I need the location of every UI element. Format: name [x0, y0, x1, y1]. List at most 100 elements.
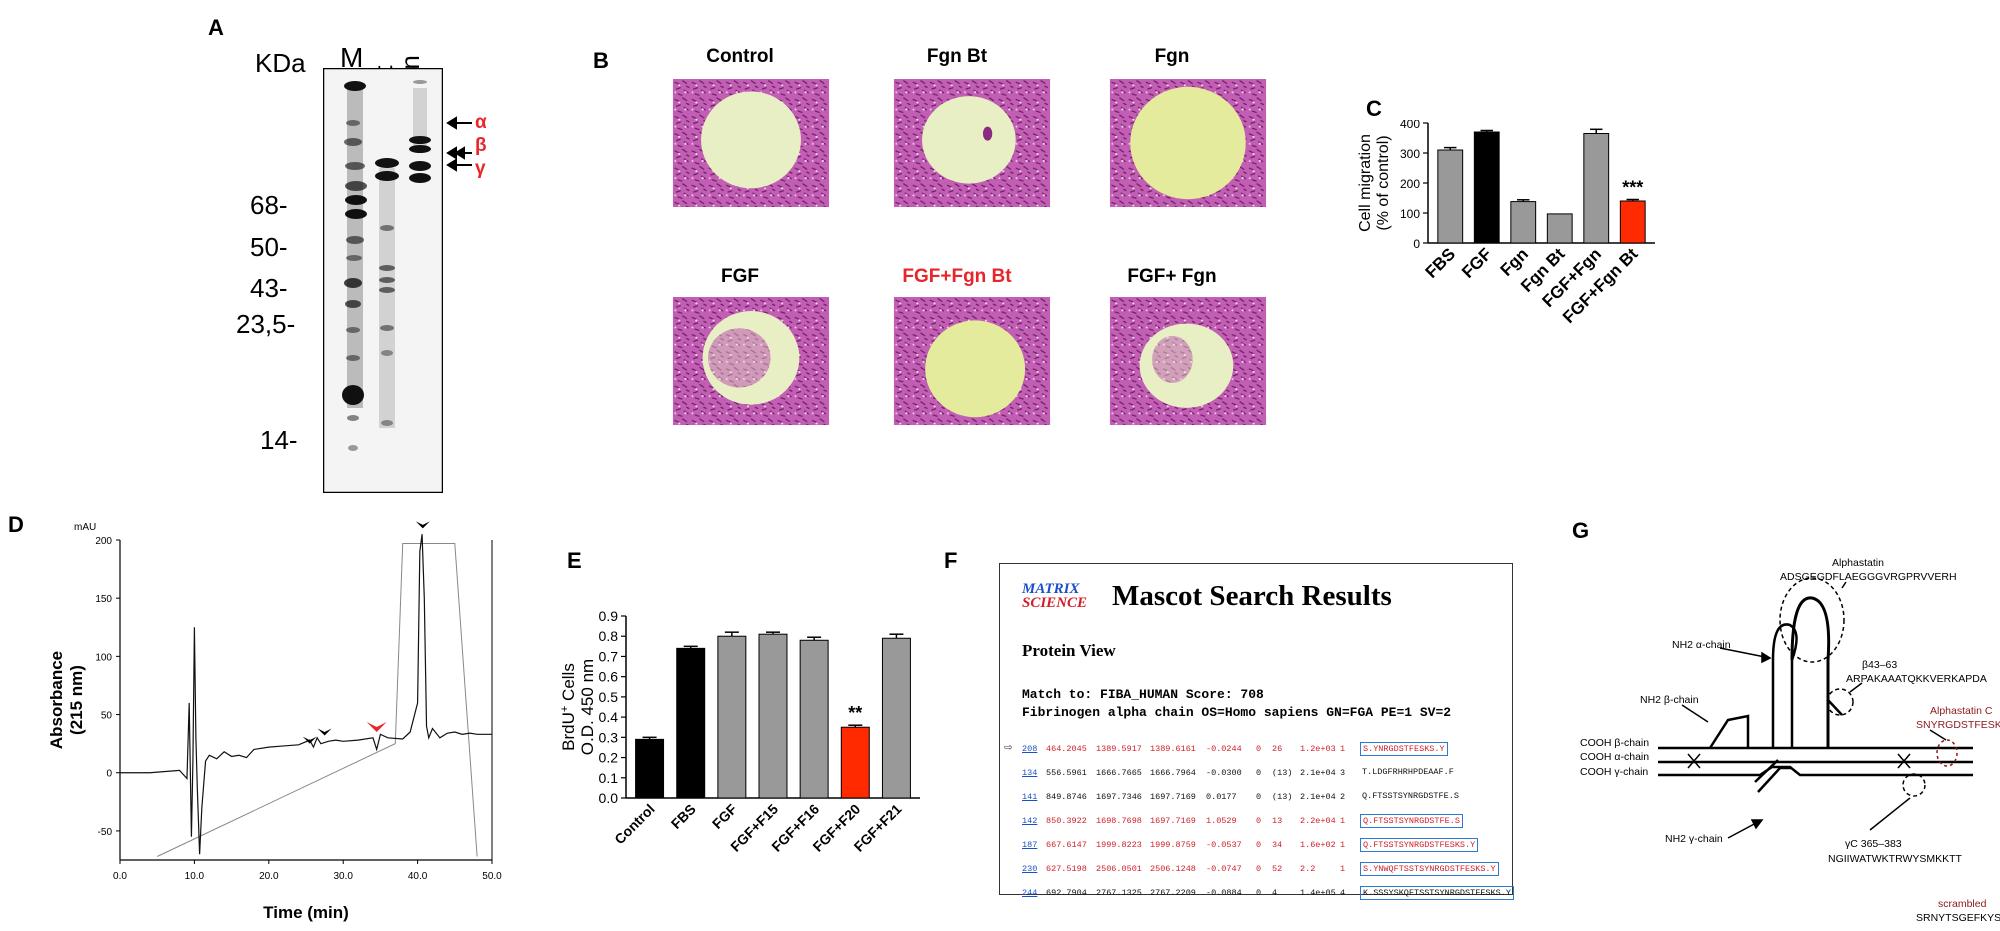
query-link[interactable]: 134	[1022, 768, 1038, 778]
cooh-gamma-label: COOH γ-chain	[1580, 766, 1648, 778]
peptide-cell: 2.1e+04	[1300, 792, 1336, 802]
query-link[interactable]: 230	[1022, 864, 1038, 874]
panel-letter-c: C	[1366, 96, 1382, 121]
protein-view-heading: Protein View	[1022, 641, 1116, 660]
cooh-alpha-label: COOH α-chain	[1580, 751, 1649, 763]
micro-label-fgn: Fgn	[1154, 46, 1190, 67]
peptide-cell: 556.5961	[1046, 768, 1087, 778]
peptide-cell: 0	[1256, 792, 1262, 802]
micro-label-fgn-bt: Fgn Bt	[926, 46, 988, 67]
peptide-cell: 1.0529	[1206, 816, 1237, 826]
peptide-cell: -0.0884	[1206, 888, 1242, 898]
logo-science: SCIENCE	[1022, 595, 1088, 611]
gamma-c-seq: NGIIWATWKTRWYSMKKTT	[1828, 853, 1963, 865]
bar	[758, 633, 788, 799]
query-link[interactable]: 141	[1022, 792, 1038, 802]
chain-beta-label: β	[475, 135, 487, 156]
y-tick-label: 0.3	[599, 729, 619, 745]
peptide-cell: 2506.1248	[1150, 864, 1196, 874]
logo-matrix: MATRIX	[1022, 581, 1080, 597]
peptide-cell: 850.3922	[1046, 816, 1087, 826]
bar	[676, 647, 706, 799]
scrambled-seq: SRNYTSGEFKYSSD	[1916, 912, 2000, 924]
peptide-cell: 0	[1256, 888, 1262, 898]
peptide-row: ⇨ 208 464.2045 1389.5917 1389.6161 -0.0244 0 26…	[1000, 740, 1512, 762]
x-tick-label: 30.0	[333, 871, 353, 882]
beta-43-63-title: β43–63	[1862, 659, 1897, 671]
chain-arrows	[446, 116, 472, 172]
bar	[1546, 213, 1573, 244]
chart-cell-migration: 0 100 200 300 400 Cell migration(% of control…	[1357, 120, 1655, 327]
peptide-cell: 1698.7698	[1096, 816, 1142, 826]
y-tick-label: 0.2	[599, 750, 619, 766]
peptide-cell: 0	[1256, 864, 1262, 874]
y-tick-label: 0.7	[599, 648, 619, 664]
gradient-line	[156, 542, 478, 857]
peptide-cell: -0.0244	[1206, 744, 1242, 754]
panel-letter-b: B	[593, 48, 609, 73]
peptide-cell: 627.5198	[1046, 864, 1087, 874]
peptide-cell: (13)	[1272, 792, 1293, 802]
peak-marker	[317, 728, 332, 736]
y-tick-label: 50	[101, 711, 113, 722]
alphastatin-title: Alphastatin	[1832, 557, 1884, 569]
peak-marker	[366, 722, 387, 732]
peptide-cell: 52	[1272, 864, 1283, 874]
peptide-row: 141 849.8746 1697.7346 1697.7169 0.0177 0 (13)…	[1000, 790, 1512, 810]
scrambled-seq-main: SRNYTSGEFKYSS	[1916, 912, 2000, 924]
peptide-cell: 2506.0501	[1096, 864, 1142, 874]
gamma-c-title: γC 365–383	[1845, 838, 1902, 850]
peptide-cell: (13)	[1272, 768, 1293, 778]
peptide-cell: 849.8746	[1046, 792, 1087, 802]
x-axis-label: Time (min)	[263, 903, 349, 922]
x-tick-label: 20.0	[259, 871, 279, 882]
peptide-cell: 4	[1340, 888, 1346, 898]
y-tick-label: 200	[95, 536, 112, 547]
nh2-gamma-label: NH2 γ-chain	[1665, 833, 1723, 845]
peptide-cell: 1697.7169	[1150, 792, 1196, 802]
peptide-cell: 1666.7665	[1096, 768, 1142, 778]
panel-letter-e: E	[567, 548, 582, 573]
peptide-row: 230 627.5198 2506.0501 2506.1248 -0.0747 0 52 2…	[1000, 862, 1512, 882]
peptide-cell: 0	[1256, 744, 1262, 754]
query-link[interactable]: 142	[1022, 816, 1038, 826]
lane-label-m: M	[340, 42, 364, 73]
bar	[1473, 131, 1500, 244]
category-label: FBS	[668, 801, 699, 832]
micro-label-control: Control	[706, 46, 774, 67]
y-axis-label: Absorbance(215 nm)	[47, 651, 86, 749]
query-link[interactable]: 187	[1022, 840, 1038, 850]
peptide-cell: 0	[1256, 768, 1262, 778]
marker-50: 50-	[250, 232, 288, 262]
micrograph-fgf-fgn-bt	[893, 297, 1051, 425]
chain-alpha-label: α	[475, 112, 487, 133]
bar	[635, 738, 665, 799]
peptide-cell: 2.2e+04	[1300, 816, 1336, 826]
query-link[interactable]: 208	[1022, 744, 1038, 754]
x-tick-label: 50.0	[482, 871, 502, 882]
peak-marker	[302, 736, 317, 744]
peptide-cell: 1	[1340, 840, 1346, 850]
alphastatin-seq: ADSGEGDFLAEGGGVRGPRVVERH	[1780, 571, 1957, 583]
peptide-cell: 1389.5917	[1096, 744, 1142, 754]
peptide-cell: 1999.8223	[1096, 840, 1142, 850]
peptide-row: 187 667.6147 1999.8223 1999.8759 -0.0537 0 34 1…	[1000, 838, 1512, 858]
peptide-cell: 34	[1272, 840, 1283, 850]
peptide-cell: -0.0300	[1206, 768, 1242, 778]
peptide-cell: 4	[1272, 888, 1278, 898]
peptide-cell: -0.0537	[1206, 840, 1242, 850]
peptide-sequence: Q.FTSSTSYNRGDSTFE.S	[1360, 814, 1463, 828]
bar	[799, 639, 829, 799]
y-tick-label: 0	[1413, 237, 1420, 251]
peptide-row: 244 692.7904 2767.1325 2767.2209 -0.0884 0 4 1.…	[1000, 886, 1514, 906]
peptide-cell: 0	[1256, 840, 1262, 850]
peptide-sequence: S.YNWQFTSSTSYNRGDSTFESKS.Y	[1360, 862, 1499, 876]
gel-image	[323, 68, 443, 493]
bar	[1510, 201, 1537, 244]
bar	[1437, 149, 1464, 244]
x-tick-label: 0.0	[113, 871, 127, 882]
nh2-alpha-label: NH2 α-chain	[1672, 639, 1731, 651]
category-label: Control	[611, 801, 658, 848]
query-link[interactable]: 244	[1022, 888, 1038, 898]
alphastatin-c-seq: SNYRGDSTFESKSY	[1916, 719, 2000, 731]
